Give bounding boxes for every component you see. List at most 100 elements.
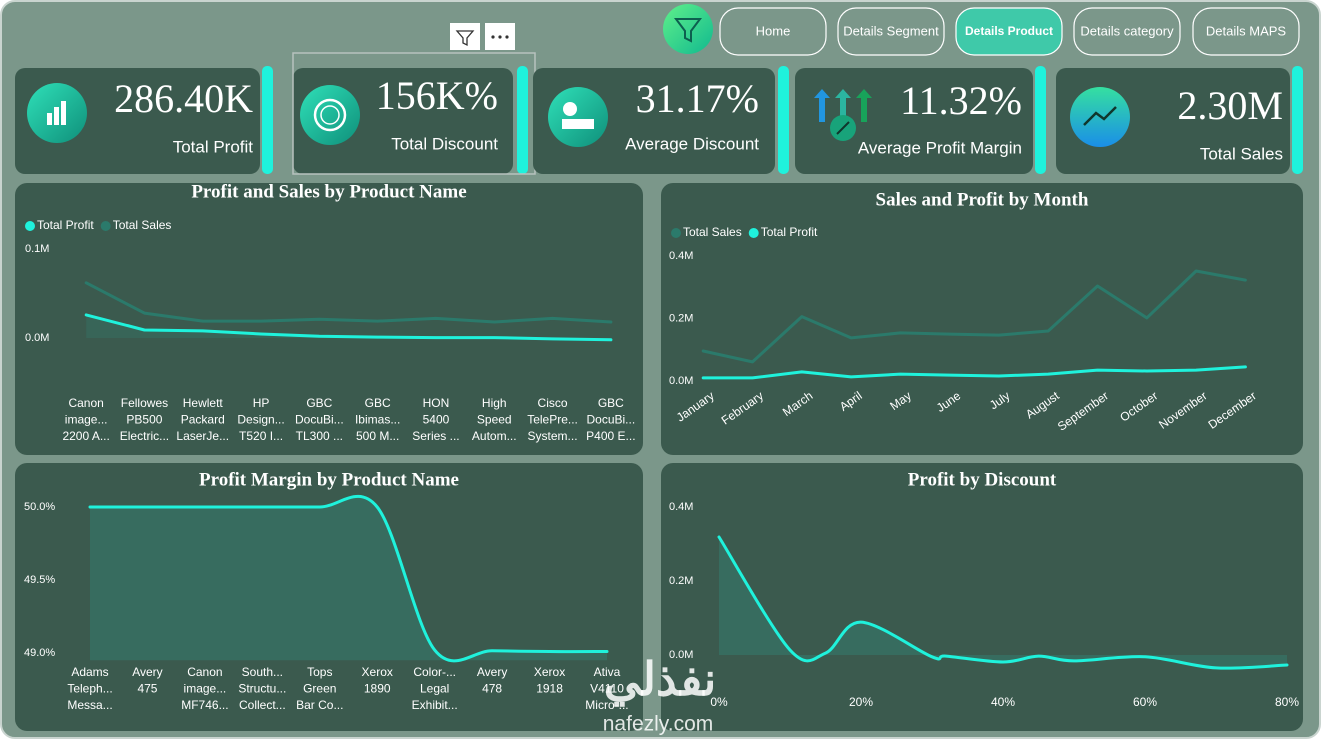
x-tick-label: 80%	[1275, 695, 1299, 709]
chart-panel	[661, 463, 1303, 731]
nav-label: Details MAPS	[1206, 23, 1287, 38]
icon-arrow	[856, 89, 872, 122]
nav-label: Details Segment	[843, 23, 939, 38]
x-tick-label: HON	[423, 396, 450, 410]
x-tick-label: Color-...	[413, 665, 456, 679]
x-tick-label: Speed	[477, 413, 512, 427]
icon-glyph	[836, 121, 850, 135]
y-tick-label: 0.0M	[669, 375, 693, 387]
y-tick-label: 0.0M	[25, 332, 49, 344]
x-tick-label: LaserJe...	[176, 429, 229, 443]
nav-label: Details Product	[965, 24, 1053, 38]
x-tick-label: Avery	[477, 665, 507, 679]
more-dot	[491, 35, 495, 39]
nav-button[interactable]	[719, 7, 827, 56]
x-tick-label: 20%	[849, 695, 873, 709]
icon-glyph	[320, 105, 340, 125]
y-tick-label: 49.5%	[24, 574, 55, 586]
filter-icon	[455, 30, 475, 47]
x-tick-label: Xerox	[362, 665, 393, 679]
x-tick-label: 1918	[536, 682, 563, 696]
series-line	[84, 313, 613, 342]
x-tick-label: Green	[303, 682, 336, 696]
x-tick-label: Packard	[181, 413, 225, 427]
nav-button[interactable]	[955, 7, 1063, 56]
x-tick-label: Electric...	[120, 429, 169, 443]
kpi-card	[795, 68, 1033, 174]
more-dot	[498, 35, 502, 39]
kpi-value: 286.40K	[114, 76, 253, 121]
nav-button[interactable]	[1192, 7, 1300, 56]
x-tick-label: 5400	[423, 413, 450, 427]
kpi-accent	[1035, 66, 1046, 174]
chart: Profit by Discount 0.4M 0.2M 0.0M 0% 20% 40% 60…	[661, 463, 1303, 731]
kpi-accent	[1292, 66, 1303, 174]
chart-title: Profit and Sales by Product Name	[191, 181, 466, 202]
nav-button[interactable]	[1073, 7, 1181, 56]
y-tick-label: 0.1M	[25, 243, 49, 255]
kpi-accent	[517, 66, 528, 174]
watermark: نفذلي	[604, 653, 717, 707]
y-tick-label: 0.4M	[669, 501, 693, 513]
x-tick-label: MF746...	[181, 698, 228, 712]
y-tick-label: 50.0%	[24, 501, 55, 513]
kpi-accent	[262, 66, 273, 174]
y-tick-label: 0.2M	[669, 312, 693, 324]
x-tick-label: Collect...	[239, 698, 286, 712]
x-tick-label: Micro-...	[585, 698, 628, 712]
content: Home Details Segment Details Product Detail…	[15, 7, 1303, 736]
series-line	[701, 269, 1247, 364]
kpi-value: 31.17%	[636, 76, 759, 121]
legend-marker	[100, 221, 111, 231]
x-tick-label: Cisco	[538, 396, 568, 410]
watermark: nafezly.com	[603, 713, 714, 736]
y-tick-label: 49.0%	[24, 647, 55, 659]
nav-button[interactable]	[837, 7, 945, 56]
x-tick-label: T520 I...	[239, 429, 283, 443]
x-tick-label: High	[482, 396, 507, 410]
kpi-label: Total Discount	[391, 134, 498, 153]
x-tick-label: 2200 A...	[62, 429, 109, 443]
x-tick-label: 40%	[991, 695, 1015, 709]
chart: Sales and Profit by Month0.4M0.2M0.0MJan…	[661, 183, 1303, 455]
x-tick-label: Bar Co...	[296, 698, 343, 712]
x-tick-label: Adams	[71, 665, 108, 679]
series-line	[88, 494, 609, 663]
y-tick-label: 0.4M	[669, 250, 693, 262]
chart-title: Sales and Profit by Month	[876, 189, 1089, 210]
chart-title: Profit by Discount	[908, 469, 1057, 490]
y-tick-label: 0.2M	[669, 575, 693, 587]
x-tick-label: HP	[253, 396, 270, 410]
x-tick-label: System...	[528, 429, 578, 443]
more-dot	[505, 35, 509, 39]
x-tick-label: DocuBi...	[295, 413, 344, 427]
icon-glyph	[1083, 106, 1117, 126]
x-tick-label: Ibimas...	[355, 413, 400, 427]
legend-label: Total Sales	[683, 225, 742, 239]
chart: Profit Margin by Product Name 50.0% 49.5% 4…	[15, 463, 643, 731]
filter-button[interactable]	[450, 23, 480, 50]
x-tick-label: Ativa	[594, 665, 621, 679]
chart-title: Profit Margin by Product Name	[199, 469, 459, 490]
x-tick-label: Fellowes	[121, 396, 168, 410]
x-tick-label: Xerox	[534, 665, 565, 679]
x-tick-label: Canon	[68, 396, 103, 410]
x-tick-label: TelePre...	[527, 413, 578, 427]
x-tick-label: Messa...	[67, 698, 112, 712]
series-line	[701, 365, 1247, 380]
x-tick-label: image...	[184, 682, 227, 696]
x-tick-label: P400 E...	[586, 429, 635, 443]
x-tick-label: Canon	[187, 665, 222, 679]
x-tick-label: V4110	[590, 682, 624, 696]
icon-arrow	[835, 89, 851, 122]
x-tick-label: 500 M...	[356, 429, 399, 443]
y-tick-label: 0.0M	[669, 649, 693, 661]
x-tick-label: Design...	[237, 413, 284, 427]
logo	[663, 4, 713, 54]
x-tick-label: Series ...	[412, 429, 459, 443]
legend-marker	[748, 228, 759, 238]
x-tick-label: Tops	[307, 665, 332, 679]
icon-arrow	[814, 89, 830, 122]
x-tick-label: 0%	[710, 695, 728, 709]
